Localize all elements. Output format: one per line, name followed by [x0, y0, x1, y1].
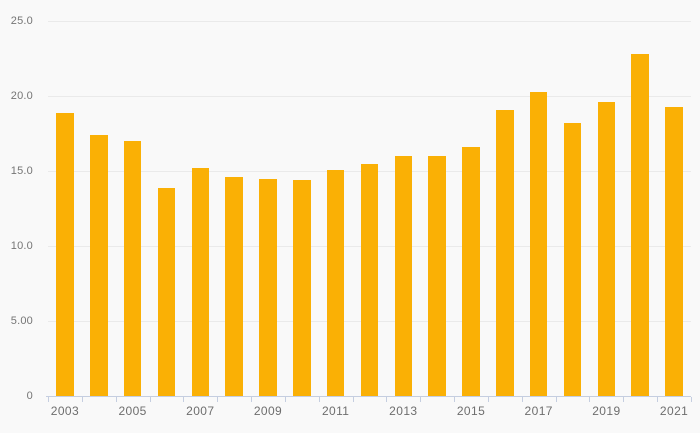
x-axis-tick	[183, 397, 185, 402]
x-axis-tick	[251, 397, 253, 402]
bar-2010[interactable]	[293, 180, 311, 396]
bar-2020[interactable]	[631, 54, 649, 396]
x-axis-tick	[691, 397, 692, 402]
x-axis-tick	[386, 397, 388, 402]
y-axis-label: 10.0	[10, 240, 33, 252]
y-axis-label: 5.00	[10, 315, 33, 327]
x-axis-tick	[521, 397, 523, 402]
bar-2019[interactable]	[597, 102, 616, 396]
x-axis-tick	[487, 397, 489, 402]
x-axis-label-2009: 2009	[253, 404, 283, 418]
gridline-20.0	[48, 96, 691, 97]
bar-2015[interactable]	[462, 147, 480, 396]
x-axis-label-2015: 2015	[456, 404, 486, 418]
bar-2014[interactable]	[428, 156, 446, 396]
bar-2008[interactable]	[225, 177, 243, 396]
x-axis-tick	[352, 397, 354, 402]
bar-2007[interactable]	[191, 168, 210, 396]
y-axis-label: 25.0	[10, 15, 33, 27]
bar-2009[interactable]	[259, 178, 277, 396]
x-axis-label-2003: 2003	[50, 404, 80, 418]
x-axis-tick	[454, 397, 456, 402]
gridline-25.0	[48, 21, 691, 22]
x-axis-tick	[318, 397, 320, 402]
bar-2011[interactable]	[326, 169, 345, 396]
bar-2003[interactable]	[56, 112, 74, 396]
x-axis-tick	[217, 397, 219, 402]
x-axis-label-2007: 2007	[186, 404, 215, 418]
bar-2006[interactable]	[157, 187, 176, 396]
x-axis-label-2005: 2005	[118, 404, 147, 418]
y-axis-label: 20.0	[10, 90, 33, 102]
bar-2012[interactable]	[360, 163, 379, 396]
x-axis-label-2021: 2021	[659, 404, 689, 418]
x-axis-tick	[657, 397, 659, 402]
x-axis-tick	[420, 397, 422, 402]
x-axis-tick	[149, 397, 151, 402]
y-axis-label: 15.0	[10, 165, 33, 177]
bar-2016[interactable]	[496, 109, 514, 396]
x-axis-label-2011: 2011	[321, 404, 350, 418]
x-axis-tick	[81, 397, 83, 402]
x-axis-tick	[589, 397, 591, 402]
x-axis-label-2019: 2019	[592, 404, 621, 418]
bar-2021[interactable]	[665, 106, 683, 396]
bar-2005[interactable]	[123, 141, 142, 396]
x-axis-label-2017: 2017	[524, 404, 553, 418]
bar-2013[interactable]	[394, 156, 413, 396]
bar-2004[interactable]	[90, 135, 108, 396]
x-axis-label-2013: 2013	[389, 404, 418, 418]
x-axis-tick	[48, 397, 49, 402]
x-axis-line	[46, 396, 691, 397]
bar-2018[interactable]	[563, 123, 582, 396]
bar-2017[interactable]	[529, 91, 548, 396]
y-axis-label: 0	[26, 390, 33, 402]
x-axis-tick	[623, 397, 625, 402]
x-axis-tick	[555, 397, 557, 402]
x-axis-tick	[115, 397, 117, 402]
x-axis-tick	[284, 397, 286, 402]
